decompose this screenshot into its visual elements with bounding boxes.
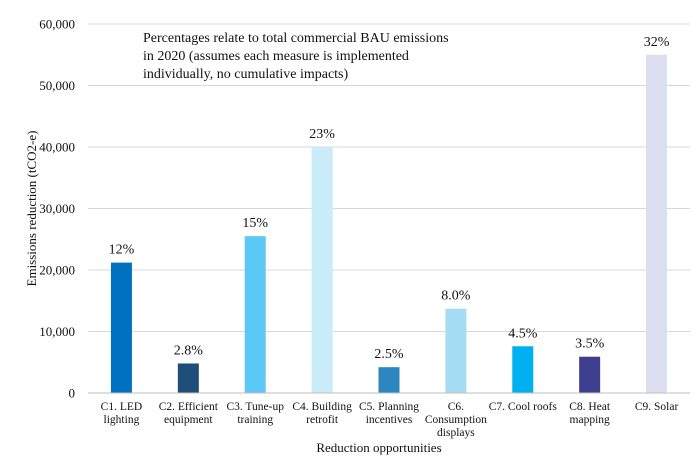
bar xyxy=(646,54,668,393)
data-label: 2.8% xyxy=(174,343,204,358)
y-tick-label: 0 xyxy=(69,386,76,401)
annotation-note: Percentages relate to total commercial B… xyxy=(143,31,449,82)
x-tick-label: incentives xyxy=(366,414,413,426)
annotation-line: individually, no cumulative impacts) xyxy=(143,67,348,82)
x-tick-label: C9. Solar xyxy=(635,401,679,413)
y-axis-title: Emissions reduction (tCO2-e) xyxy=(24,131,39,287)
data-label: 2.5% xyxy=(374,347,404,362)
y-tick-label: 10,000 xyxy=(39,324,75,339)
bar xyxy=(579,356,601,393)
y-tick-label: 30,000 xyxy=(39,201,75,216)
x-axis-title: Reduction opportunities xyxy=(316,440,441,455)
x-tick-label: C7. Cool roofs xyxy=(489,401,558,413)
bars xyxy=(110,54,668,393)
data-label: 15% xyxy=(242,216,268,231)
x-tick-label: retrofit xyxy=(306,414,339,426)
x-tick-label: lighting xyxy=(104,414,140,426)
bar xyxy=(445,308,467,393)
x-tick-label: C4. Building xyxy=(292,401,352,413)
data-label: 4.5% xyxy=(508,326,538,341)
data-label: 32% xyxy=(644,35,670,50)
y-tick-label: 40,000 xyxy=(39,140,75,155)
x-tick-label: C5. Planning xyxy=(359,401,419,413)
x-tick-label: training xyxy=(237,414,273,426)
y-tick-label: 60,000 xyxy=(39,17,75,32)
annotation-line: Percentages relate to total commercial B… xyxy=(143,31,449,46)
y-tick-label: 50,000 xyxy=(39,78,75,93)
data-label: 3.5% xyxy=(575,337,605,352)
data-label: 8.0% xyxy=(441,289,471,304)
x-tick-label: C3. Tune-up xyxy=(226,401,284,413)
data-label: 12% xyxy=(109,243,135,258)
bar xyxy=(512,346,534,393)
y-tick-labels: 0 10,000 20,000 30,000 40,000 50,000 60,000 xyxy=(39,17,75,401)
data-labels: 12% 2.8% 15% 23% 2.5% 8.0% 4.5% 3.5% 32% xyxy=(109,35,670,362)
x-tick-label: C8. Heat xyxy=(569,401,611,413)
bar xyxy=(311,147,333,393)
x-tick-label: C1. LED xyxy=(101,401,143,413)
bar xyxy=(177,363,199,393)
bar xyxy=(110,262,132,393)
x-tick-label: C2. Efficient xyxy=(159,401,219,413)
x-tick-label: equipment xyxy=(164,414,213,426)
annotation-line: in 2020 (assumes each measure is impleme… xyxy=(143,49,409,64)
x-tick-label: mapping xyxy=(570,414,610,426)
data-label: 23% xyxy=(309,127,335,142)
bar xyxy=(378,367,400,393)
bar xyxy=(244,236,266,393)
y-tick-label: 20,000 xyxy=(39,263,75,278)
x-tick-label: displays xyxy=(437,427,475,439)
x-tick-label: C6. xyxy=(448,401,464,413)
x-tick-label: Consumption xyxy=(425,414,487,426)
gridlines xyxy=(88,23,690,332)
